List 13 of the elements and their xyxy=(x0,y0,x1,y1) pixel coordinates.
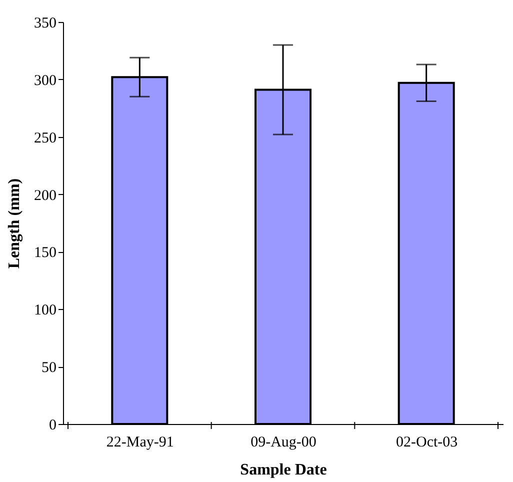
y-tick-label: 350 xyxy=(34,16,56,32)
x-tick-label: 22-May-91 xyxy=(106,434,174,450)
y-tick-label: 100 xyxy=(34,302,56,319)
y-tick-label: 0 xyxy=(49,418,56,434)
y-tick-label: 200 xyxy=(34,188,56,204)
y-tick-label: 150 xyxy=(34,245,56,262)
y-tick-label: 50 xyxy=(42,360,56,376)
y-tick-label: 250 xyxy=(34,130,56,146)
x-tick-label: 02-Oct-03 xyxy=(396,434,458,450)
y-axis-title: Length (mm) xyxy=(6,178,23,269)
y-tick-label: 300 xyxy=(34,72,56,89)
x-axis-title: Sample Date xyxy=(240,462,327,478)
x-tick-label: 09-Aug-00 xyxy=(250,434,316,450)
